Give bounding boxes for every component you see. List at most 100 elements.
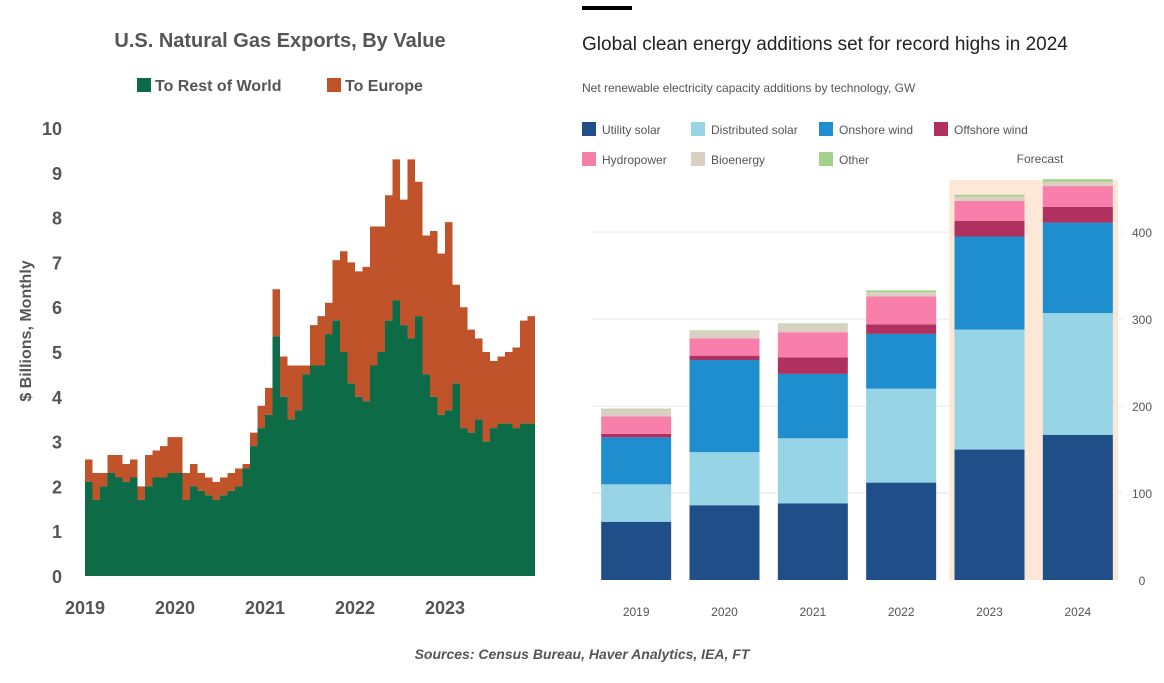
bar-segment xyxy=(777,503,848,580)
bar-segment xyxy=(689,505,760,580)
left-chart-title: U.S. Natural Gas Exports, By Value xyxy=(114,30,445,52)
legend-swatch xyxy=(582,122,596,136)
bar-segment xyxy=(689,355,760,360)
left-y-axis-label: $ Billions, Monthly xyxy=(18,260,35,401)
bar-segment xyxy=(954,194,1025,197)
bar-segment xyxy=(954,196,1025,201)
clean-energy-chart: Global clean energy additions set for re… xyxy=(582,6,1152,619)
legend-label: Other xyxy=(839,153,869,167)
bar-segment xyxy=(1042,186,1113,207)
legend-label-rest-of-world: To Rest of World xyxy=(155,78,282,95)
left-y-tick-label: 9 xyxy=(52,164,62,184)
left-y-tick-label: 0 xyxy=(52,567,62,587)
us-gas-exports-chart: U.S. Natural Gas Exports, By Value To Re… xyxy=(18,30,535,618)
title-accent-bar xyxy=(582,6,632,10)
left-x-tick-label: 2019 xyxy=(65,598,105,618)
legend-label: Utility solar xyxy=(602,123,661,137)
bar-segment xyxy=(777,357,848,374)
left-x-tick-label: 2023 xyxy=(425,598,465,618)
right-y-tick-label: 300 xyxy=(1132,313,1152,327)
bar-segment xyxy=(777,323,848,325)
bar-segment xyxy=(689,338,760,356)
right-x-tick-label: 2021 xyxy=(799,605,826,619)
right-x-tick-label: 2024 xyxy=(1064,605,1091,619)
area-to-europe xyxy=(85,159,535,500)
left-y-tick-label: 8 xyxy=(52,209,62,229)
legend-label: Onshore wind xyxy=(839,123,913,137)
sources-caption: Sources: Census Bureau, Haver Analytics,… xyxy=(414,646,750,662)
legend-swatch-rest-of-world xyxy=(137,78,151,92)
right-y-tick-label: 400 xyxy=(1132,226,1152,240)
right-y-tick-label: 100 xyxy=(1132,487,1152,501)
right-x-tick-label: 2022 xyxy=(888,605,915,619)
bar-segment xyxy=(777,373,848,439)
legend-label: Distributed solar xyxy=(711,123,798,137)
legend-label: Offshore wind xyxy=(954,123,1028,137)
legend-swatch xyxy=(819,122,833,136)
bar-segment xyxy=(601,433,672,438)
legend-swatch xyxy=(582,152,596,166)
left-plot-area xyxy=(85,159,535,576)
right-chart-subtitle: Net renewable electricity capacity addit… xyxy=(582,81,916,95)
left-x-ticks: 2019 2020 2021 2022 2023 xyxy=(65,598,465,618)
left-y-tick-label: 2 xyxy=(52,477,62,497)
right-y-tick-label: 200 xyxy=(1132,400,1152,414)
bar-segment xyxy=(777,324,848,333)
right-legend: Utility solar Distributed solar Onshore wi… xyxy=(582,122,1028,167)
legend-swatch xyxy=(934,122,948,136)
bar-segment xyxy=(1042,222,1113,314)
bar-segment xyxy=(866,482,937,580)
bar-segment xyxy=(601,437,672,485)
bar-segment xyxy=(601,408,672,410)
left-x-tick-label: 2021 xyxy=(245,598,285,618)
legend-label: Bioenergy xyxy=(711,153,765,167)
bar-segment xyxy=(689,331,760,339)
bar-segment xyxy=(689,360,760,453)
bar-segment xyxy=(954,200,1025,221)
bar-segment xyxy=(601,484,672,522)
bar-segment xyxy=(954,329,1025,450)
bar-segment xyxy=(689,330,760,332)
legend-swatch xyxy=(691,122,705,136)
bar-segment xyxy=(954,220,1025,237)
right-x-ticks: 2019 2020 2021 2022 2023 2024 xyxy=(623,605,1092,619)
bar-segment xyxy=(1042,206,1113,223)
left-y-tick-label: 1 xyxy=(52,522,62,542)
forecast-label: Forecast xyxy=(1017,152,1064,166)
bar-segment xyxy=(866,333,937,389)
left-y-tick-label: 4 xyxy=(52,388,62,408)
bar-segment xyxy=(866,292,937,297)
right-y-tick-label: 0 xyxy=(1139,574,1146,588)
left-x-tick-label: 2022 xyxy=(335,598,375,618)
bar-segment xyxy=(866,324,937,334)
left-legend: To Rest of World To Europe xyxy=(137,78,423,95)
left-y-tick-label: 5 xyxy=(52,343,62,363)
legend-swatch-europe xyxy=(327,78,341,92)
right-x-tick-label: 2020 xyxy=(711,605,738,619)
left-y-tick-label: 7 xyxy=(52,253,62,273)
left-y-tick-label: 6 xyxy=(52,298,62,318)
bar-segment xyxy=(866,290,937,293)
legend-swatch xyxy=(819,152,833,166)
right-chart-title: Global clean energy additions set for re… xyxy=(582,34,1068,55)
left-x-tick-label: 2020 xyxy=(155,598,195,618)
bar-segment xyxy=(866,296,937,325)
left-y-tick-label: 10 xyxy=(42,119,62,139)
left-y-tick-label: 3 xyxy=(52,433,62,453)
right-x-tick-label: 2023 xyxy=(976,605,1003,619)
bar-segment xyxy=(1042,179,1113,182)
bar-segment xyxy=(866,388,937,483)
bar-segment xyxy=(954,449,1025,580)
legend-label-europe: To Europe xyxy=(345,78,423,95)
bar-segment xyxy=(689,452,760,506)
area-to-rest-of-world xyxy=(85,300,535,576)
bar-segment xyxy=(777,438,848,504)
bar-segment xyxy=(601,409,672,417)
right-bars xyxy=(601,179,1113,580)
legend-label: Hydropower xyxy=(602,153,667,167)
right-x-tick-label: 2019 xyxy=(623,605,650,619)
bar-segment xyxy=(1042,434,1113,580)
legend-swatch xyxy=(691,152,705,166)
bar-segment xyxy=(1042,313,1113,435)
bar-segment xyxy=(601,521,672,580)
